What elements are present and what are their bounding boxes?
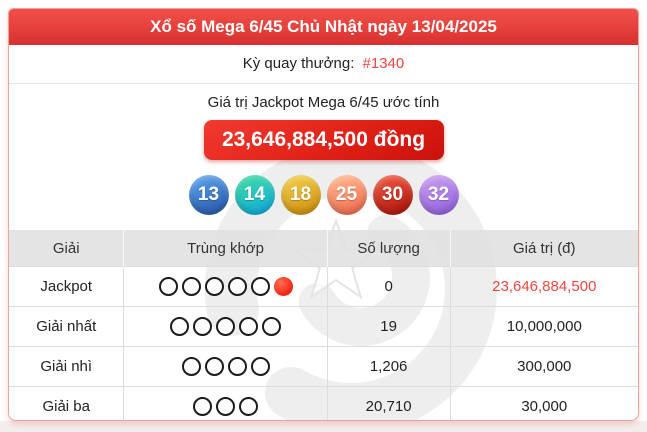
draw-label: Kỳ quay thưởng:: [242, 55, 355, 72]
prize-table: Giải Trùng khớp Số lượng Giá trị (đ) Jackpo…: [9, 230, 638, 420]
white-ball-icon: [227, 277, 247, 296]
prize-name: Giải ba: [9, 386, 124, 420]
white-ball-icon: [181, 277, 201, 296]
prize-value: 30,000: [449, 386, 638, 420]
prize-name: Jackpot: [9, 266, 124, 307]
white-ball-icon: [193, 397, 213, 416]
lottery-ball-13: 13: [188, 175, 229, 215]
prize-row: Giải ba 20,710 30,000: [9, 386, 638, 420]
prize-table-body: Jackpot 0 23,646,884,500 Giải nhất 19 10,000,…: [9, 266, 638, 420]
white-ball-icon: [227, 357, 247, 376]
column-header: Số lượng: [326, 230, 451, 267]
prize-row: Giải nhì 1,206 300,000: [9, 346, 638, 387]
winner-count: 1,206: [326, 346, 451, 387]
prize-table-head: Giải Trùng khớp Số lượng Giá trị (đ): [9, 230, 638, 267]
white-ball-icon: [181, 357, 201, 376]
lottery-ball-14: 14: [234, 175, 275, 215]
white-ball-icon: [239, 317, 259, 336]
white-ball-icon: [262, 317, 282, 336]
white-ball-icon: [204, 357, 224, 376]
prize-value: 300,000: [449, 346, 638, 387]
page-title: Xổ số Mega 6/45 Chủ Nhật ngày 13/04/2025: [150, 17, 497, 36]
lottery-ball-25: 25: [326, 175, 367, 215]
match-pattern: [123, 386, 328, 420]
white-ball-icon: [158, 277, 178, 296]
page-background-strip: [0, 421, 647, 432]
white-ball-icon: [216, 317, 236, 336]
white-ball-icon: [239, 397, 259, 416]
column-header: Trùng khớp: [123, 230, 328, 267]
draw-id: #1340: [362, 55, 405, 72]
white-ball-icon: [204, 277, 224, 296]
draw-info: Kỳ quay thưởng: #1340: [9, 45, 638, 84]
prize-table-header-row: Giải Trùng khớp Số lượng Giá trị (đ): [9, 230, 638, 267]
red-ball-icon: [273, 277, 293, 296]
winner-count: 19: [326, 306, 451, 347]
title-banner: Xổ số Mega 6/45 Chủ Nhật ngày 13/04/2025: [9, 9, 638, 45]
winner-count: 20,710: [326, 386, 451, 420]
jackpot-estimate-label: Giá trị Jackpot Mega 6/45 ước tính: [207, 94, 440, 111]
prize-name: Giải nhất: [9, 306, 124, 347]
white-ball-icon: [193, 317, 213, 336]
results-card: Xổ số Mega 6/45 Chủ Nhật ngày 13/04/2025…: [8, 8, 639, 421]
prize-value: 23,646,884,500: [449, 266, 638, 307]
winning-numbers: 13 14 18 25 30 32: [9, 175, 638, 215]
prize-row: Giải nhất 19 10,000,000: [9, 306, 638, 347]
lottery-ball-18: 18: [280, 175, 321, 215]
column-header: Giá trị (đ): [449, 230, 638, 267]
column-header: Giải: [9, 230, 124, 267]
white-ball-icon: [250, 277, 270, 296]
prize-row: Jackpot 0 23,646,884,500: [9, 266, 638, 307]
lottery-ball-30: 30: [372, 175, 413, 215]
prize-name: Giải nhì: [9, 346, 124, 387]
jackpot-button-wrap: 23,646,884,500 đồng: [9, 120, 638, 160]
jackpot-value-button[interactable]: 23,646,884,500 đồng: [203, 120, 444, 160]
lottery-ball-32: 32: [418, 175, 459, 215]
match-pattern: [123, 346, 328, 387]
prize-value: 10,000,000: [449, 306, 638, 347]
white-ball-icon: [216, 397, 236, 416]
match-pattern: [123, 266, 328, 307]
match-pattern: [123, 306, 328, 347]
white-ball-icon: [250, 357, 270, 376]
white-ball-icon: [170, 317, 190, 336]
winner-count: 0: [326, 266, 451, 307]
